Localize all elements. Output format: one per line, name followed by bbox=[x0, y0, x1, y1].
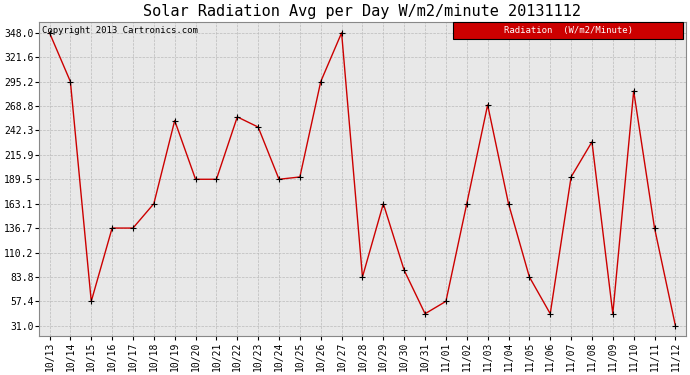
Title: Solar Radiation Avg per Day W/m2/minute 20131112: Solar Radiation Avg per Day W/m2/minute … bbox=[144, 4, 582, 19]
Text: Copyright 2013 Cartronics.com: Copyright 2013 Cartronics.com bbox=[42, 26, 198, 35]
Text: Radiation  (W/m2/Minute): Radiation (W/m2/Minute) bbox=[504, 26, 633, 35]
FancyBboxPatch shape bbox=[453, 22, 682, 39]
